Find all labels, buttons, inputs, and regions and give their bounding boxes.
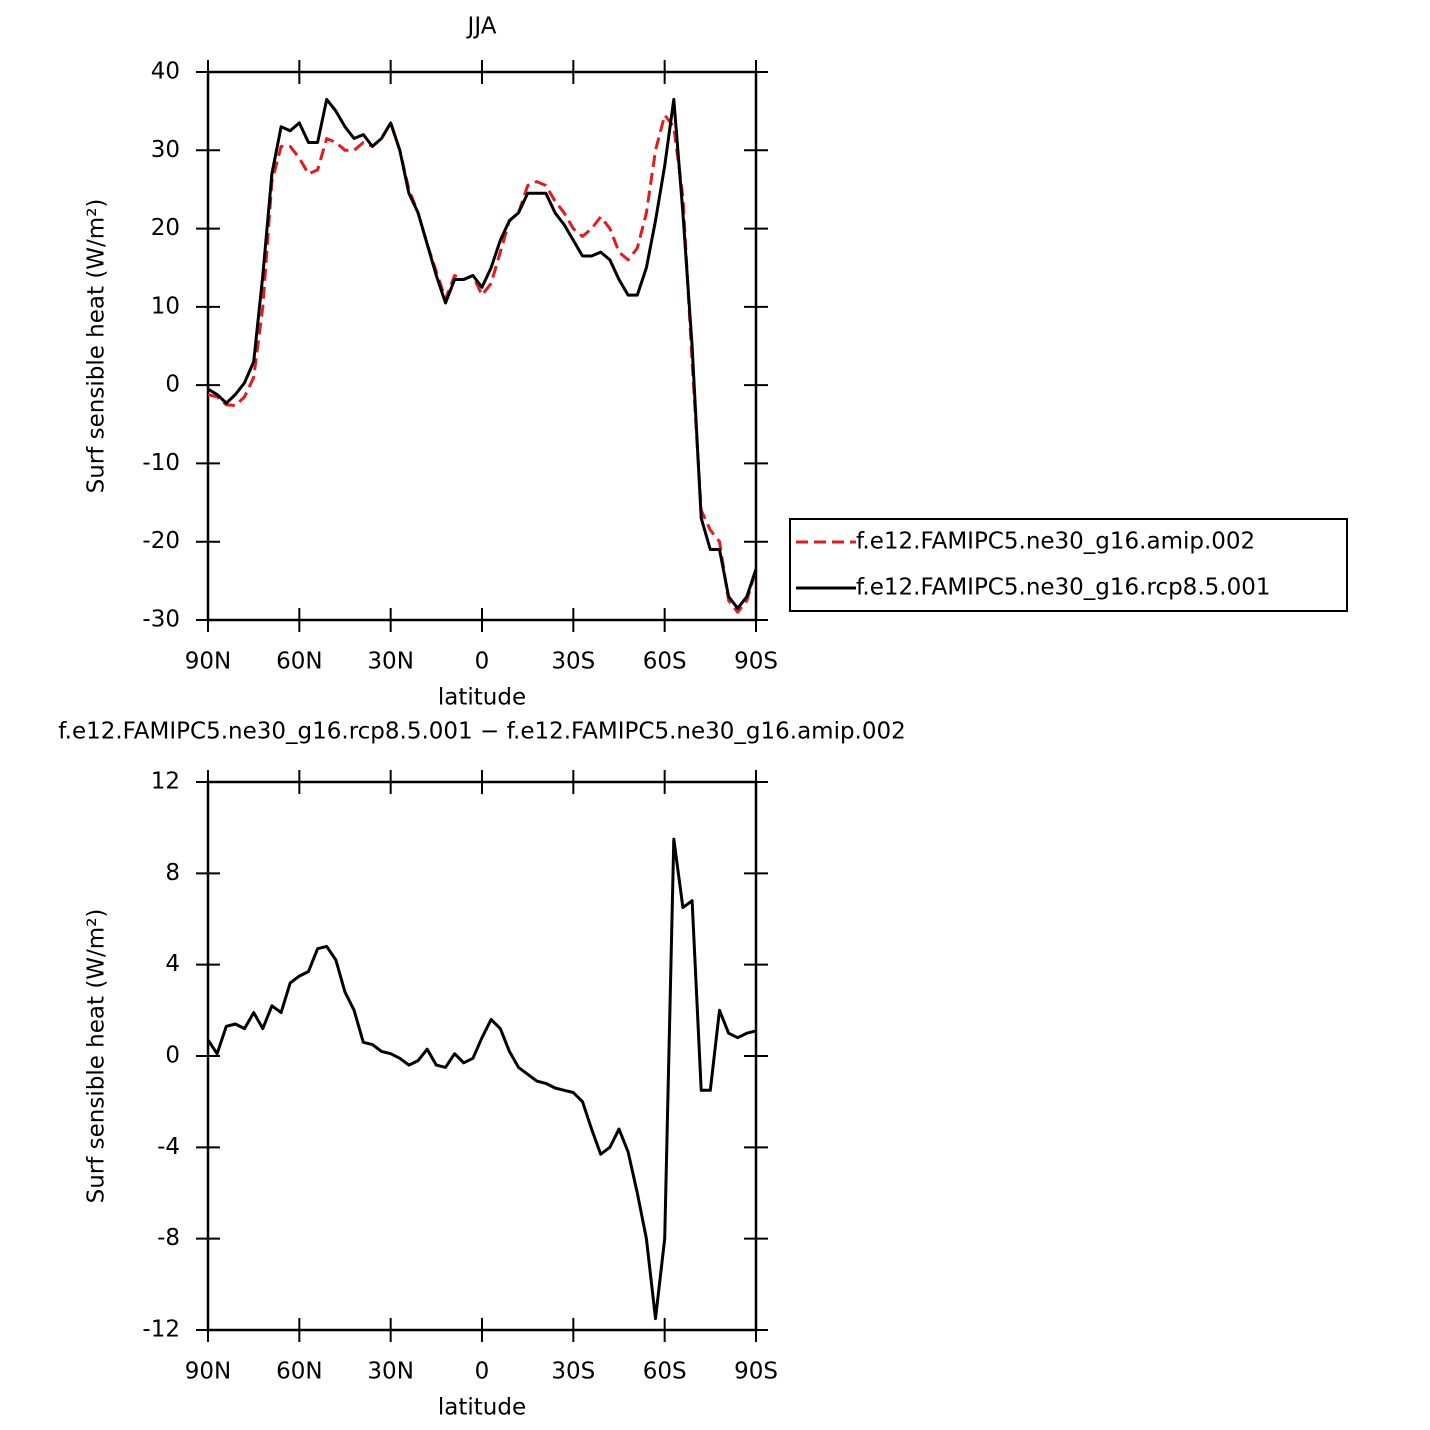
x-tick-label: 90N [185, 649, 231, 675]
x-tick-label: 30N [367, 649, 413, 675]
data-line [207, 97, 758, 610]
x-tick-label: 90S [734, 1359, 778, 1385]
x-tick-label: 30S [551, 649, 595, 675]
y-tick-label: 40 [151, 59, 180, 85]
y-tick-label: 0 [165, 372, 180, 398]
legend-label: f.e12.FAMIPC5.ne30_g16.rcp8.5.001 [856, 575, 1270, 601]
y-tick-label: -4 [157, 1134, 180, 1160]
x-tick-label: 60S [643, 1359, 687, 1385]
chart-title: JJA [466, 14, 497, 40]
plot-frame [206, 780, 758, 1332]
legend-label: f.e12.FAMIPC5.ne30_g16.amip.002 [856, 529, 1255, 555]
x-tick-label: 60N [276, 1359, 322, 1385]
y-axis-label: Surf sensible heat (W/m²) [84, 199, 110, 494]
y-tick-label: 10 [151, 293, 180, 319]
y-tick-label: -10 [142, 450, 180, 476]
plot-frame [206, 70, 758, 622]
x-tick-label: 30N [367, 1359, 413, 1385]
x-axis-label: latitude [438, 685, 526, 711]
y-axis-label: Surf sensible heat (W/m²) [84, 909, 110, 1204]
legend-box [789, 518, 1348, 612]
y-tick-label: 8 [165, 860, 180, 886]
y-tick-label: -8 [157, 1225, 180, 1251]
y-tick-label: 12 [151, 769, 180, 795]
x-tick-label: 30S [551, 1359, 595, 1385]
y-tick-label: -12 [142, 1317, 180, 1343]
data-line [206, 837, 757, 1321]
x-tick-label: 0 [475, 1359, 490, 1385]
chart-title: f.e12.FAMIPC5.ne30_g16.rcp8.5.001 − f.e1… [58, 719, 906, 745]
x-tick-label: 90N [185, 1359, 231, 1385]
y-tick-label: 4 [165, 951, 180, 977]
x-tick-label: 90S [734, 649, 778, 675]
y-tick-label: -20 [142, 528, 180, 554]
data-line [207, 113, 758, 614]
y-tick-label: -30 [142, 607, 180, 633]
y-tick-label: 20 [151, 215, 180, 241]
x-tick-label: 60N [276, 649, 322, 675]
y-tick-label: 0 [165, 1043, 180, 1069]
x-axis-label: latitude [438, 1395, 526, 1421]
x-tick-label: 0 [475, 649, 490, 675]
x-tick-label: 60S [643, 649, 687, 675]
y-tick-label: 30 [151, 137, 180, 163]
